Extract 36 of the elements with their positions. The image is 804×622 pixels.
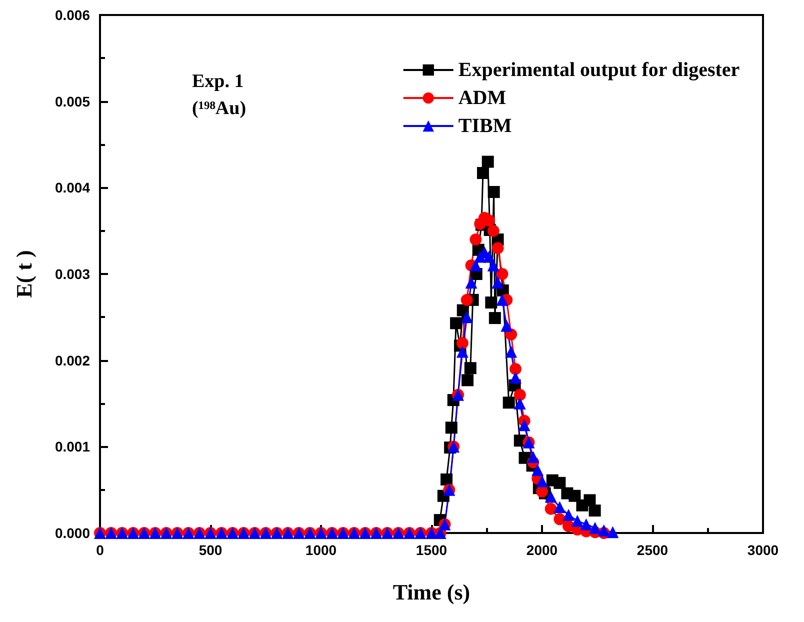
point [445, 422, 458, 434]
point [502, 396, 515, 409]
x-tick-label: 1500 [416, 542, 448, 558]
point [464, 362, 476, 374]
x-axis-title: Time (s) [392, 580, 470, 604]
y-tick-label: 0.006 [54, 7, 90, 23]
point [476, 166, 489, 179]
y-axis-title: E( t ) [12, 250, 36, 298]
x-tick-label: 0 [96, 542, 104, 558]
x-tick-label: 500 [198, 542, 222, 558]
point [440, 473, 453, 486]
x-tick-label: 3000 [747, 542, 779, 558]
x-tick-label: 2500 [636, 542, 668, 558]
y-tick-label: 0.001 [54, 438, 90, 455]
annotation: Exp. 1 [192, 71, 244, 92]
y-tick-label: 0.000 [54, 525, 90, 541]
point [584, 494, 596, 506]
point [488, 186, 500, 198]
point [450, 317, 462, 330]
point [568, 490, 581, 502]
point [485, 296, 498, 308]
annotation: (¹⁹⁸Au) [192, 98, 246, 119]
y-tick-label: 0.003 [54, 266, 90, 282]
point [482, 156, 494, 168]
point [488, 312, 501, 324]
legend-label: Experimental output for digester [458, 59, 740, 81]
legend-label: TIBM [458, 115, 512, 137]
y-tick-label: 0.005 [54, 93, 90, 110]
y-tick-label: 0.002 [54, 352, 90, 368]
legend-label: ADM [458, 87, 506, 109]
point [554, 476, 566, 489]
x-tick-label: 1000 [305, 542, 337, 558]
x-tick-label: 2000 [526, 542, 558, 558]
y-tick-label: 0.004 [54, 180, 90, 196]
point [588, 504, 601, 517]
point [462, 374, 474, 386]
